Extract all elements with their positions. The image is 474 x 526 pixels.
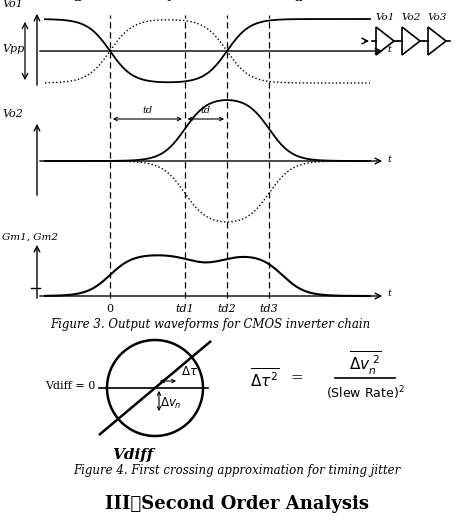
Text: t: t bbox=[387, 155, 391, 164]
Text: II: II bbox=[73, 0, 82, 3]
Polygon shape bbox=[428, 27, 446, 55]
Text: Vo1: Vo1 bbox=[2, 0, 23, 9]
Text: $\Delta\tau$: $\Delta\tau$ bbox=[181, 365, 198, 378]
Text: Vdiff = 0: Vdiff = 0 bbox=[45, 381, 95, 391]
Text: 0: 0 bbox=[107, 304, 114, 314]
Text: Vo3: Vo3 bbox=[428, 13, 447, 22]
Text: Figure 3. Output waveforms for CMOS inverter chain: Figure 3. Output waveforms for CMOS inve… bbox=[50, 318, 370, 331]
Text: t: t bbox=[387, 45, 391, 54]
Text: td2: td2 bbox=[218, 304, 237, 314]
Text: t: t bbox=[387, 289, 391, 298]
Polygon shape bbox=[402, 27, 420, 55]
Text: $\Delta v_n$: $\Delta v_n$ bbox=[160, 396, 182, 411]
Text: Figure 4. First crossing approximation for timing jitter: Figure 4. First crossing approximation f… bbox=[73, 464, 401, 477]
Text: $(\mathrm{Slew\ Rate})^{2}$: $(\mathrm{Slew\ Rate})^{2}$ bbox=[326, 384, 404, 402]
Text: td3: td3 bbox=[260, 304, 279, 314]
Text: td: td bbox=[201, 106, 211, 115]
Text: Vo2: Vo2 bbox=[401, 13, 421, 22]
Text: Vo2: Vo2 bbox=[2, 109, 23, 119]
Text: td: td bbox=[142, 106, 153, 115]
Text: Gm1, Gm2: Gm1, Gm2 bbox=[2, 233, 58, 242]
Polygon shape bbox=[376, 27, 394, 55]
Text: Vpp: Vpp bbox=[2, 44, 24, 54]
Text: I: I bbox=[166, 0, 171, 3]
Text: $\overline{\Delta v_n^{\ 2}}$: $\overline{\Delta v_n^{\ 2}}$ bbox=[348, 349, 382, 377]
Text: Vo1: Vo1 bbox=[375, 13, 395, 22]
Text: II: II bbox=[294, 0, 303, 3]
Text: Vdiff: Vdiff bbox=[112, 448, 153, 462]
Text: $\overline{\Delta\tau^2}$: $\overline{\Delta\tau^2}$ bbox=[250, 367, 280, 389]
Text: td1: td1 bbox=[175, 304, 194, 314]
Text: III．Second Order Analysis: III．Second Order Analysis bbox=[105, 495, 369, 513]
Text: =: = bbox=[290, 371, 303, 385]
